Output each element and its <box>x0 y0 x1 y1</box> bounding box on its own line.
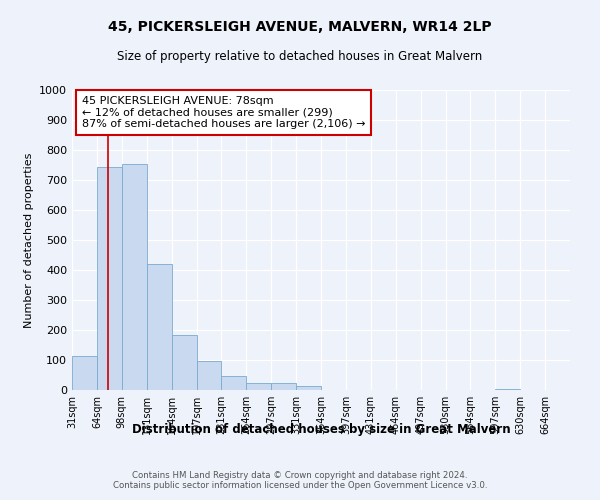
Bar <box>221 376 247 390</box>
Y-axis label: Number of detached properties: Number of detached properties <box>23 152 34 328</box>
Text: Distribution of detached houses by size in Great Malvern: Distribution of detached houses by size … <box>131 422 511 436</box>
Bar <box>97 166 122 390</box>
Text: 45 PICKERSLEIGH AVENUE: 78sqm
← 12% of detached houses are smaller (299)
87% of : 45 PICKERSLEIGH AVENUE: 78sqm ← 12% of d… <box>82 96 365 129</box>
Bar <box>72 356 97 390</box>
Text: 45, PICKERSLEIGH AVENUE, MALVERN, WR14 2LP: 45, PICKERSLEIGH AVENUE, MALVERN, WR14 2… <box>108 20 492 34</box>
Bar <box>296 386 321 390</box>
Bar <box>197 361 221 390</box>
Bar <box>496 388 520 390</box>
Bar <box>271 384 296 390</box>
Bar <box>122 164 147 390</box>
Text: Size of property relative to detached houses in Great Malvern: Size of property relative to detached ho… <box>118 50 482 63</box>
Text: Contains HM Land Registry data © Crown copyright and database right 2024.
Contai: Contains HM Land Registry data © Crown c… <box>113 470 487 490</box>
Bar <box>146 264 172 390</box>
Bar <box>172 334 197 390</box>
Bar <box>247 384 271 390</box>
